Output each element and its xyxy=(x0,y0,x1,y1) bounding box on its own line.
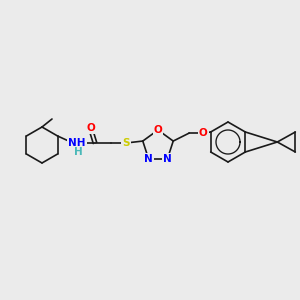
Text: N: N xyxy=(163,154,172,164)
Text: NH: NH xyxy=(68,138,86,148)
Text: O: O xyxy=(199,128,208,138)
Text: O: O xyxy=(87,123,95,133)
Text: N: N xyxy=(144,154,153,164)
Text: O: O xyxy=(154,125,162,135)
Text: S: S xyxy=(122,138,130,148)
Text: H: H xyxy=(74,147,82,157)
